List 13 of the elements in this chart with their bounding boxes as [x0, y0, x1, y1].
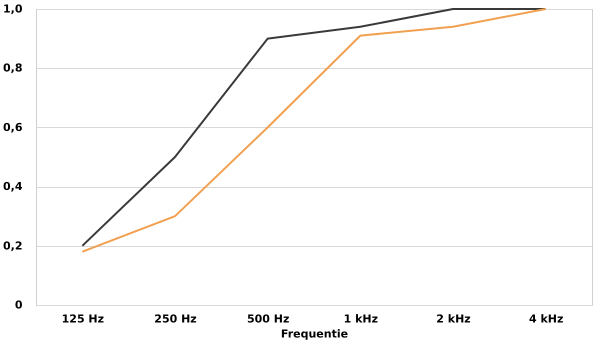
x-tick-label: 500 Hz: [246, 312, 290, 326]
x-tick-label: 250 Hz: [154, 312, 197, 326]
y-tick-label: 0,6: [3, 120, 23, 134]
x-axis-title: Frequentie: [280, 328, 348, 340]
x-tick-label: 4 kHz: [528, 312, 564, 326]
x-tick-label: 125 Hz: [62, 312, 104, 326]
y-tick-label: 0: [14, 298, 23, 312]
y-tick-label: 0,8: [3, 62, 22, 75]
y-tick-label: 0,2: [3, 239, 22, 252]
y-tick-label: 0,4: [3, 180, 23, 194]
y-tick-label: 1,0: [3, 2, 23, 16]
x-tick-label: 1 kHz: [344, 312, 378, 326]
x-tick-label: 2 kHz: [436, 312, 471, 326]
